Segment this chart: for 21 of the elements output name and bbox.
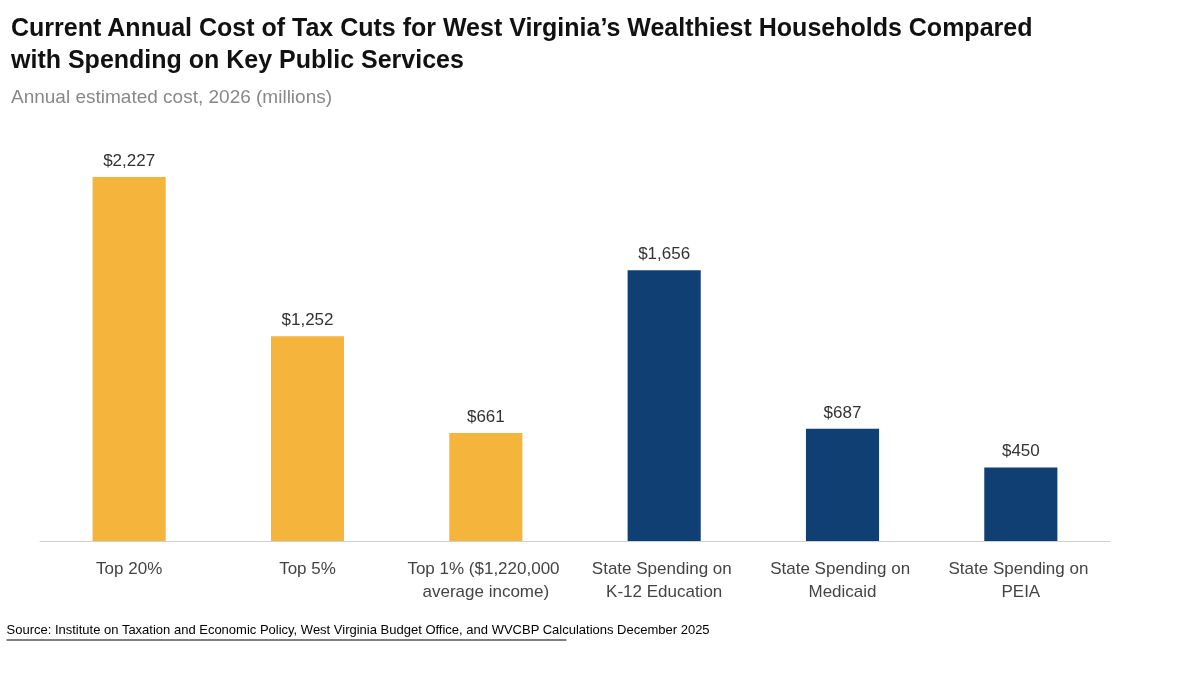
bar xyxy=(984,467,1058,541)
x-tick-label: State Spending on PEIA xyxy=(948,559,1094,601)
bar xyxy=(627,270,701,541)
data-label: $1,656 xyxy=(638,244,691,264)
x-tick-label: State Spending on K-12 Education xyxy=(591,559,737,601)
x-tick-label: Top 1% ($1,220,000 average income) xyxy=(407,559,565,601)
source-note: Source: Institute on Taxation and Economic Policy, West Virginia Budget Office, and WVCBP Calculations December 2025 xyxy=(6,622,710,637)
chart-title: Current Annual Cost of Tax Cuts for West Virginia’s Wealthiest Households Compared with Spending on Key Public Services xyxy=(10,13,1040,73)
data-label: $450 xyxy=(1001,441,1040,461)
bar xyxy=(805,428,880,541)
data-label: $1,252 xyxy=(281,310,334,330)
data-label: $2,227 xyxy=(103,151,156,170)
x-tick-label: State Spending on Medicaid xyxy=(770,559,915,601)
x-tick-label: Top 20% xyxy=(96,559,163,578)
bar xyxy=(270,336,345,541)
data-label: $687 xyxy=(823,402,862,422)
x-tick-label: Top 5% xyxy=(279,559,336,578)
data-label: $661 xyxy=(466,406,505,426)
bar xyxy=(92,177,166,541)
bar xyxy=(449,432,523,541)
chart-subtitle: Annual estimated cost, 2026 (millions) xyxy=(11,86,333,107)
